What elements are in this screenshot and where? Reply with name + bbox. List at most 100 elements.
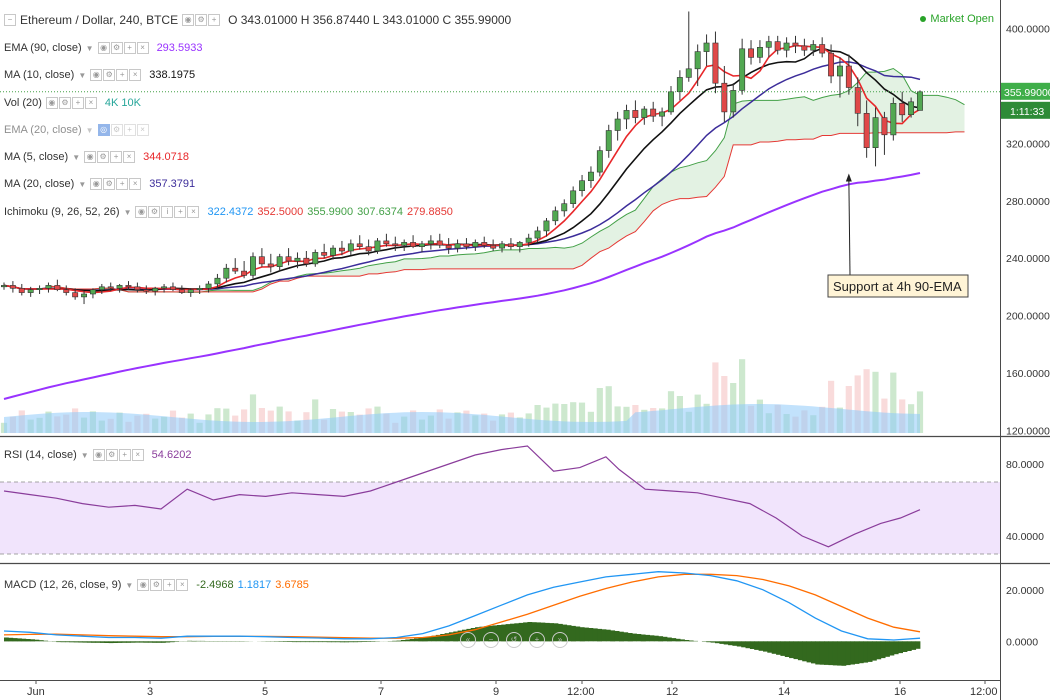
collapse-icon[interactable]: − <box>4 14 16 26</box>
candle-body <box>899 103 906 116</box>
macd-histogram-bar <box>784 641 790 657</box>
caret-down-icon[interactable]: ▼ <box>85 43 94 53</box>
add-icon[interactable]: + <box>123 124 136 136</box>
pane-toolbar[interactable]: « − ↺ + » <box>460 632 568 648</box>
candle-body <box>196 287 203 290</box>
candle-body <box>507 243 514 248</box>
legend-ichimoku[interactable]: Ichimoku (9, 26, 52, 26) ▼ ◉ ⚙ i + × 322.4372… <box>4 204 453 220</box>
zoom-in-icon[interactable]: + <box>529 632 545 648</box>
annotation-callout-text: Support at 4h 90-EMA <box>833 279 962 294</box>
eye-icon[interactable]: ◉ <box>90 178 103 190</box>
legend-macd[interactable]: MACD (12, 26, close, 9) ▼ ◉ ⚙ + × -2.4968 1.… <box>4 577 309 593</box>
add-icon[interactable]: + <box>116 69 129 81</box>
eye-hidden-icon[interactable]: ◎ <box>97 124 110 136</box>
legend-vol[interactable]: Vol (20) ◉ ⚙ + × 4K 10K <box>4 95 141 111</box>
close-icon[interactable]: × <box>136 124 149 136</box>
candle-body <box>125 285 132 288</box>
caret-down-icon[interactable]: ▼ <box>125 580 134 590</box>
settings-icon[interactable]: ⚙ <box>110 124 123 136</box>
close-icon[interactable]: × <box>187 206 200 218</box>
candle-body <box>552 210 559 222</box>
settings-icon[interactable]: ⚙ <box>150 579 163 591</box>
macd-histogram-bar <box>121 641 127 643</box>
legend-rsi[interactable]: RSI (14, close) ▼ ◉ ⚙ + × 54.6202 <box>4 447 191 463</box>
close-icon[interactable]: × <box>129 69 142 81</box>
macd-histogram-bar <box>732 641 738 646</box>
reset-icon[interactable]: ↺ <box>506 632 522 648</box>
eye-icon[interactable]: ◉ <box>84 151 97 163</box>
settings-icon[interactable]: ⚙ <box>103 178 116 190</box>
macd-histogram-bar <box>95 641 101 643</box>
legend-ema90[interactable]: EMA (90, close) ▼ ◉ ⚙ + × 293.5933 <box>4 40 202 56</box>
scroll-left-icon[interactable]: « <box>460 632 476 648</box>
macd-histogram-bar <box>815 641 821 665</box>
volume-bar <box>241 409 248 433</box>
macd-histogram-bar <box>8 637 14 642</box>
settings-icon[interactable]: ⚙ <box>195 14 208 26</box>
legend-ma10[interactable]: MA (10, close) ▼ ◉ ⚙ + × 338.1975 <box>4 67 195 83</box>
settings-icon[interactable]: ⚙ <box>110 42 123 54</box>
macd-histogram-bar <box>518 622 524 642</box>
caret-down-icon[interactable]: ▼ <box>123 207 132 217</box>
macd-histogram-bar <box>741 641 746 648</box>
caret-down-icon[interactable]: ▼ <box>78 179 87 189</box>
symbol-legend[interactable]: − Ethereum / Dollar, 240, BTCE ◉ ⚙ + O 343… <box>4 12 511 28</box>
eye-icon[interactable]: ◉ <box>97 42 110 54</box>
add-icon[interactable]: + <box>163 579 176 591</box>
settings-icon[interactable]: ⚙ <box>97 151 110 163</box>
ema20-label: EMA (20, close) <box>4 124 82 136</box>
eye-icon[interactable]: ◉ <box>135 206 148 218</box>
close-icon[interactable]: × <box>123 151 136 163</box>
macd-histogram-bar <box>353 641 358 643</box>
macd-line <box>3 571 921 641</box>
settings-icon[interactable]: ⚙ <box>58 97 71 109</box>
macd-histogram-bar <box>291 641 297 643</box>
info-icon[interactable]: i <box>161 206 174 218</box>
volume-bar <box>721 376 728 433</box>
add-icon[interactable]: + <box>174 206 187 218</box>
macd-tick-label: 20.0000 <box>1006 585 1044 597</box>
add-icon[interactable]: + <box>110 151 123 163</box>
eye-icon[interactable]: ◉ <box>45 97 58 109</box>
macd-histogram-bar <box>409 639 415 642</box>
legend-ma5[interactable]: MA (5, close) ▼ ◉ ⚙ + × 344.0718 <box>4 149 189 165</box>
macd-histogram-bar <box>828 641 834 666</box>
caret-down-icon[interactable]: ▼ <box>85 125 94 135</box>
candle-body <box>170 286 176 290</box>
legend-ema20[interactable]: EMA (20, close) ▼ ◎ ⚙ + × <box>4 122 149 138</box>
close-icon[interactable]: × <box>131 449 144 461</box>
eye-icon[interactable]: ◉ <box>182 14 195 26</box>
settings-icon[interactable]: ⚙ <box>105 449 118 461</box>
close-icon[interactable]: × <box>176 579 189 591</box>
add-icon[interactable]: + <box>71 97 84 109</box>
macd-histogram-bar <box>723 641 729 645</box>
eye-icon[interactable]: ◉ <box>90 69 103 81</box>
scroll-right-icon[interactable]: » <box>552 632 568 648</box>
zoom-out-icon[interactable]: − <box>483 632 499 648</box>
macd-histogram-bar <box>523 622 528 642</box>
add-icon[interactable]: + <box>208 14 221 26</box>
macd-histogram-bar <box>754 641 759 650</box>
symbol-controls[interactable]: ◉ ⚙ + <box>182 14 221 26</box>
eye-icon[interactable]: ◉ <box>137 579 150 591</box>
close-icon[interactable]: × <box>129 178 142 190</box>
add-icon[interactable]: + <box>118 449 131 461</box>
ichimoku-base: 352.5000 <box>257 206 304 218</box>
close-icon[interactable]: × <box>136 42 149 54</box>
settings-icon[interactable]: ⚙ <box>148 206 161 218</box>
settings-icon[interactable]: ⚙ <box>103 69 116 81</box>
caret-down-icon[interactable]: ▼ <box>80 450 89 460</box>
macd-histogram-bar <box>893 641 899 655</box>
legend-ma20[interactable]: MA (20, close) ▼ ◉ ⚙ + × 357.3791 <box>4 176 195 192</box>
eye-icon[interactable]: ◉ <box>92 449 105 461</box>
close-icon[interactable]: × <box>84 97 97 109</box>
caret-down-icon[interactable]: ▼ <box>72 152 81 162</box>
add-icon[interactable]: + <box>116 178 129 190</box>
add-icon[interactable]: + <box>123 42 136 54</box>
macd-histogram-bar <box>414 638 419 642</box>
candle-body <box>54 285 61 290</box>
caret-down-icon[interactable]: ▼ <box>78 70 87 80</box>
